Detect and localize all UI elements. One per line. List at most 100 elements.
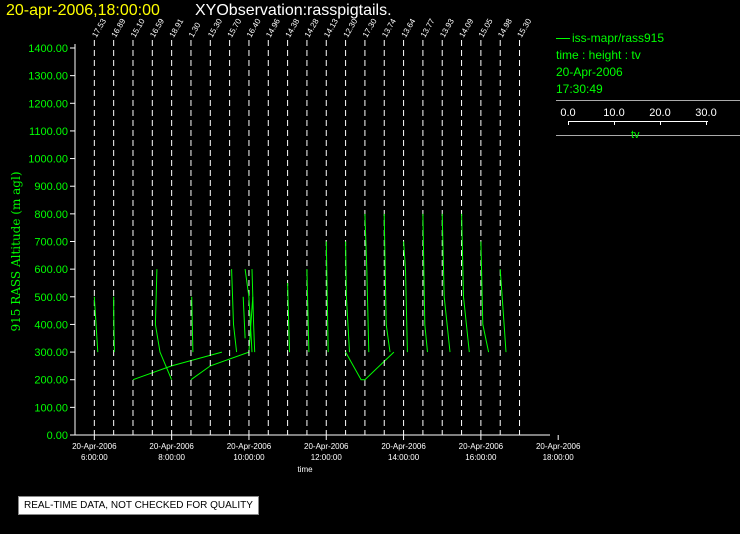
legend-panel: iss-mapr/rass915 time : height : tv 20-A… <box>556 30 740 141</box>
tv-profile-line <box>113 296 115 353</box>
scale-tick-label: 0.0 <box>560 107 576 119</box>
tv-profile-line <box>403 241 408 353</box>
observation-datetime: 20-apr-2006,18:00:00 <box>6 2 160 19</box>
scale-tick <box>614 121 615 125</box>
tv-profile-line <box>383 213 391 353</box>
tv-profile-line <box>93 296 99 353</box>
tv-profile-line <box>345 351 395 381</box>
y-tick-label: 100.00 <box>34 402 68 414</box>
tv-profile-line <box>441 213 451 353</box>
profile-time-label: 13.74 <box>380 17 398 39</box>
x-tick-label-time: 12:00:00 <box>311 453 343 462</box>
x-tick-label-date: 20-Apr-2006 <box>72 442 117 451</box>
profile-time-label: 12.30 <box>342 17 360 39</box>
x-tick-label-date: 20-Apr-2006 <box>459 442 504 451</box>
y-tick-label: 1000.00 <box>28 154 68 166</box>
x-tick-label-date: 20-Apr-2006 <box>149 442 194 451</box>
tv-profile-line <box>242 296 246 339</box>
x-tick-label-date: 20-Apr-2006 <box>227 442 272 451</box>
profile-time-label: 13.64 <box>400 17 418 39</box>
profile-time-label: 17.53 <box>90 17 108 39</box>
y-tick-label: 400.00 <box>34 319 68 331</box>
scale-tick <box>660 121 661 125</box>
tv-profile-line <box>231 269 238 353</box>
y-tick-label: 900.00 <box>34 181 68 193</box>
profile-time-label: 17.30 <box>361 17 379 39</box>
scale-tick <box>706 121 707 125</box>
x-tick-label-date: 20-Apr-2006 <box>536 442 581 451</box>
tv-profile-line <box>132 351 223 381</box>
x-axis-title: time <box>297 465 313 474</box>
profile-time-label: 15.30 <box>206 17 224 39</box>
scale-axis <box>568 121 708 122</box>
profile-time-label: 15.05 <box>477 17 495 39</box>
profile-time-label: 14.96 <box>264 17 282 39</box>
tv-profile-line <box>251 269 256 353</box>
quality-notice: REAL-TIME DATA, NOT CHECKED FOR QUALITY <box>18 496 259 515</box>
tv-profile-line <box>287 282 290 353</box>
profile-time-label: 15.70 <box>226 17 244 39</box>
profile-time-label: 18.91 <box>168 17 186 39</box>
profile-time-label: 14.98 <box>496 17 514 39</box>
profile-time-label: 13.93 <box>438 17 456 39</box>
scale-unit: tv <box>631 129 640 141</box>
x-tick-label-date: 20-Apr-2006 <box>381 442 426 451</box>
x-tick-label-time: 14:00:00 <box>388 453 420 462</box>
y-tick-label: 800.00 <box>34 209 68 221</box>
y-tick-label: 200.00 <box>34 375 68 387</box>
tv-profile-line <box>325 241 329 353</box>
legend-series-entry: iss-mapr/rass915 <box>556 30 740 47</box>
y-tick-label: 1100.00 <box>29 126 68 138</box>
tv-profile-line <box>422 213 428 353</box>
y-tick-label: 1300.00 <box>28 71 68 83</box>
y-tick-label: 1400.00 <box>28 43 68 55</box>
legend-date: 20-Apr-2006 <box>556 65 623 79</box>
y-tick-label: 500.00 <box>34 292 68 304</box>
profile-time-label: 14.09 <box>457 17 475 39</box>
legend-axes: time : height : tv <box>556 48 641 62</box>
legend-divider <box>556 135 740 136</box>
scale-tick-label: 30.0 <box>695 107 717 119</box>
legend-divider <box>556 100 740 101</box>
y-tick-label: 0.00 <box>47 430 68 442</box>
profile-time-label: 15.10 <box>129 17 147 39</box>
x-tick-label-time: 16:00:00 <box>465 453 497 462</box>
profile-time-label: 14.38 <box>284 17 302 39</box>
scale-tick-label: 20.0 <box>649 107 671 119</box>
tv-profile-line <box>244 269 253 353</box>
tv-profile-line <box>306 269 310 353</box>
observation-title: XYObservation:rasspigtails. <box>195 2 392 19</box>
tv-profile-line <box>345 241 350 353</box>
tv-profile-line <box>364 213 370 353</box>
legend-time: 17:30:49 <box>556 82 603 96</box>
x-tick-label-date: 20-Apr-2006 <box>304 442 349 451</box>
y-tick-label: 1200.00 <box>28 98 68 110</box>
profile-time-label: 16.40 <box>245 17 263 39</box>
profile-time-label: 13.77 <box>419 17 437 39</box>
x-tick-label-time: 18:00:00 <box>543 453 575 462</box>
x-tick-label-time: 10:00:00 <box>233 453 265 462</box>
y-axis-title: 915 RASS Altitude (m agl) <box>9 171 23 331</box>
series-line-icon <box>556 38 570 40</box>
y-tick-label: 300.00 <box>34 347 68 359</box>
y-tick-label: 700.00 <box>34 237 68 249</box>
profile-time-label: 16.89 <box>110 17 128 39</box>
scale-tick-label: 10.0 <box>603 107 625 119</box>
scale-tick <box>568 121 569 125</box>
legend-series-name: iss-mapr/rass915 <box>572 31 665 45</box>
x-tick-label-time: 6:00:00 <box>81 453 108 462</box>
profile-time-label: 16.59 <box>148 17 166 39</box>
tv-profile-line <box>154 269 173 380</box>
tv-profile-line <box>461 213 470 353</box>
tv-scale: 0.0 10.0 20.0 30.0 tv <box>556 105 740 141</box>
profile-time-label: 14.28 <box>303 17 321 39</box>
tv-profile-line <box>191 296 194 353</box>
tv-profile-line <box>499 269 507 353</box>
profile-time-label: 14.13 <box>322 17 340 39</box>
y-tick-label: 600.00 <box>34 264 68 276</box>
x-tick-label-time: 8:00:00 <box>158 453 185 462</box>
profile-time-label: 1.30 <box>187 21 203 39</box>
profile-time-label: 15.30 <box>515 17 533 39</box>
tv-profile-line <box>480 241 490 353</box>
